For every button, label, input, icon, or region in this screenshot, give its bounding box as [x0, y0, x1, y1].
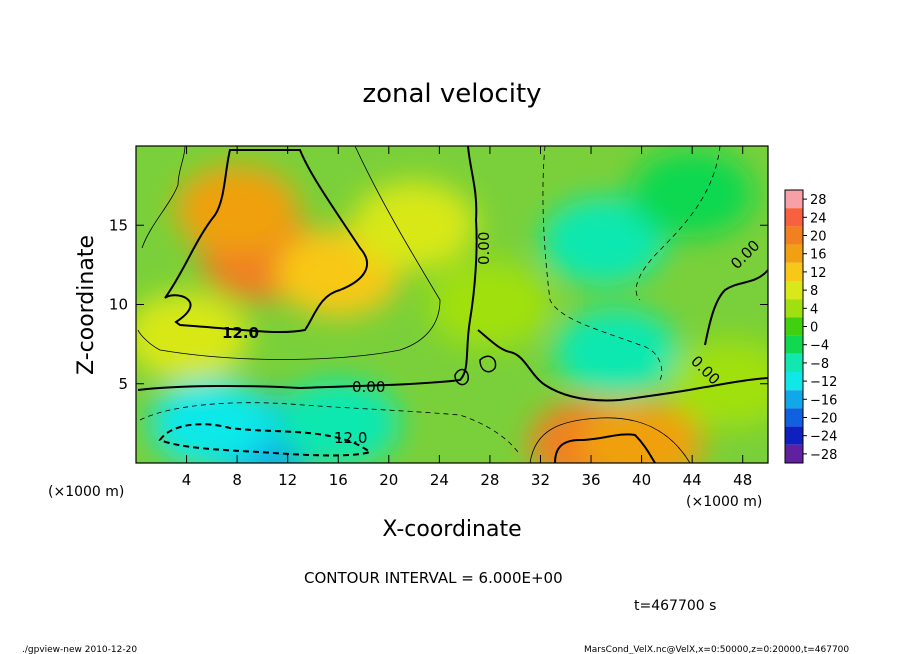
- x-tick-label: 4: [182, 471, 192, 489]
- contour-positive-6: [141, 146, 186, 249]
- contour-label: 0.00: [352, 378, 385, 396]
- field-sample: [630, 149, 755, 238]
- colorbar-label: −28: [810, 448, 837, 463]
- field-sample: [668, 339, 768, 428]
- colorbar-label: −20: [810, 412, 837, 427]
- colorbar-label: 8: [810, 284, 818, 299]
- colorbar-label: −8: [810, 357, 829, 372]
- colorbar-swatch: [785, 262, 803, 281]
- contour-zero-middle: [477, 329, 768, 402]
- x-axis-label: X-coordinate: [382, 517, 521, 542]
- contour-label: 12.0: [334, 429, 367, 447]
- x-tick-label: 32: [531, 471, 550, 489]
- contour-positive-6-bottom: [529, 417, 691, 463]
- colorbar-swatch: [785, 244, 803, 263]
- colorbar-label: −4: [810, 339, 829, 354]
- colorbar: 28 24 20 16 12 8 4 0 −4 −8 −12 −16 −20 −24 −28: [784, 189, 837, 464]
- colorbar-label: 16: [810, 248, 827, 263]
- colorbar-swatch: [785, 208, 803, 227]
- field-sample: [175, 165, 300, 254]
- x-tick-label: 16: [329, 471, 348, 489]
- colorbar-swatch: [785, 390, 803, 409]
- contour-negative-12: [158, 423, 373, 457]
- colorbar-label: 0: [810, 321, 818, 336]
- colorbar-swatch: [785, 281, 803, 300]
- footer-left: ./gpview-new 2010-12-20: [22, 645, 137, 654]
- x-unit-right: (×1000 m): [686, 494, 762, 510]
- velocity-field: [136, 149, 768, 463]
- plot-area: 12.0 0.00 12.0 0.00 0.00 0.00: [136, 146, 768, 463]
- colorbar-label: −16: [810, 393, 837, 408]
- colorbar-swatch: [785, 317, 803, 336]
- colorbar-swatch: [785, 299, 803, 318]
- contour-negative-6: [139, 402, 521, 456]
- field-sample: [541, 197, 666, 286]
- colorbar-label: −12: [810, 375, 837, 390]
- contour-zero-right: [704, 269, 768, 346]
- colorbar-swatch: [785, 408, 803, 427]
- field-sample: [149, 379, 274, 463]
- field-sample: [136, 292, 249, 381]
- colorbar-swatch: [785, 426, 803, 445]
- colorbar-swatch: [785, 226, 803, 245]
- contour-lines: [137, 146, 768, 463]
- contour-label: 0.00: [475, 232, 493, 265]
- colorbar-swatch: [785, 190, 803, 209]
- colorbar-swatch: [785, 372, 803, 391]
- x-axis: 4 8 12 16 20 24 28 32 36 40 44 48: [182, 146, 752, 489]
- y-tick-label: 15: [109, 216, 128, 234]
- field-sample: [276, 379, 401, 463]
- x-tick-label: 28: [480, 471, 499, 489]
- x-tick-label: 44: [683, 471, 702, 489]
- colorbar-swatch: [785, 444, 803, 463]
- x-unit-left: (×1000 m): [48, 484, 124, 500]
- contour-label: 12.0: [222, 324, 259, 342]
- time-stamp: t=467700 s: [634, 598, 716, 614]
- x-tick-label: 8: [232, 471, 242, 489]
- y-axis-label: Z-coordinate: [74, 235, 99, 375]
- contour-positive-6-right: [137, 146, 441, 360]
- y-tick-label: 10: [109, 296, 128, 314]
- field-sample: [352, 181, 477, 270]
- colorbar-label: 12: [810, 266, 827, 281]
- colorbar-label: 4: [810, 302, 818, 317]
- contour-zero-upper: [137, 146, 478, 391]
- field-sample: [427, 260, 552, 349]
- contour-zero-blob: [454, 355, 497, 386]
- x-tick-label: 24: [430, 471, 449, 489]
- footer-right: MarsCond_VelX.nc@VelX,x=0:50000,z=0:2000…: [584, 645, 849, 654]
- x-tick-label: 20: [379, 471, 398, 489]
- contour-negative-6-right: [542, 146, 663, 381]
- contour-positive-12: [164, 149, 369, 334]
- contour-interval-note: CONTOUR INTERVAL = 6.000E+00: [304, 569, 563, 587]
- colorbar-swatch: [785, 353, 803, 372]
- colorbar-label: −24: [810, 430, 837, 445]
- field-sample: [554, 308, 679, 397]
- y-tick-label: 5: [118, 375, 128, 393]
- contour-negative-6-upper: [635, 146, 721, 301]
- chart-title: zonal velocity: [362, 79, 541, 109]
- colorbar-label: 24: [810, 211, 827, 226]
- contour-labels: 12.0 0.00 12.0 0.00 0.00 0.00: [222, 232, 763, 447]
- x-tick-label: 12: [278, 471, 297, 489]
- colorbar-label: 20: [810, 230, 827, 245]
- y-axis: 5 10 15: [109, 216, 768, 393]
- field-sample: [579, 399, 704, 463]
- x-tick-label: 48: [733, 471, 752, 489]
- colorbar-swatch: [785, 335, 803, 354]
- x-tick-label: 40: [632, 471, 651, 489]
- x-tick-label: 36: [581, 471, 600, 489]
- contour-positive-12-bottom: [554, 433, 656, 463]
- colorbar-label: 28: [810, 193, 827, 208]
